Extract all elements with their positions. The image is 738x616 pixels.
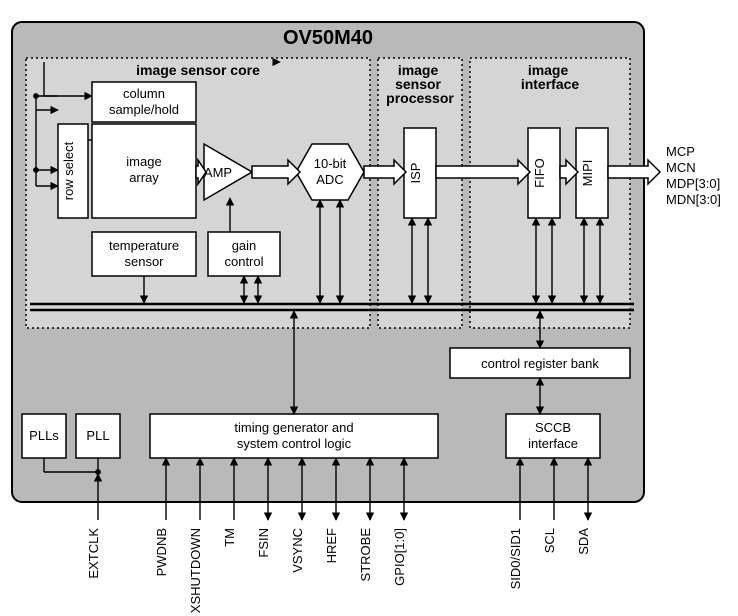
pin-gpio: GPIO[1:0] [392, 528, 407, 586]
label-adc-1: 10-bit [314, 156, 347, 171]
label-row-select: row select [61, 141, 76, 200]
label-isp: ISP [408, 163, 423, 184]
pin-xshut: XSHUTDOWN [188, 528, 203, 613]
pin-sda: SDA [576, 528, 591, 555]
chip-title: OV50M40 [283, 27, 373, 49]
label-adc-2: ADC [316, 172, 343, 187]
panel-iface-title: image interface [521, 62, 580, 92]
label-tg-2: system control logic [237, 436, 352, 451]
label-temp-2: sensor [124, 254, 164, 269]
label-gain-2: control [224, 254, 263, 269]
label-img-arr-1: image [126, 154, 161, 169]
label-crb: control register bank [481, 356, 599, 371]
panel-core-title: image sensor core [136, 62, 260, 78]
pin-pwdnb: PWDNB [154, 528, 169, 576]
label-col-sh-1: column [123, 86, 165, 101]
label-mipi: MIPI [580, 160, 595, 187]
label-gain-1: gain [232, 238, 257, 253]
label-col-sh-2: sample/hold [109, 102, 179, 117]
label-plls: PLLs [29, 428, 59, 443]
pin-sid: SID0/SID1 [508, 528, 523, 589]
output-mcp: MCP [666, 144, 695, 159]
label-img-arr-2: array [129, 170, 159, 185]
pin-fsin: FSIN [256, 528, 271, 558]
label-temp-1: temperature [109, 238, 179, 253]
pin-vsync: VSYNC [290, 528, 305, 573]
pin-extclk: EXTCLK [86, 528, 101, 579]
label-sccb-1: SCCB [535, 420, 571, 435]
pin-strobe: STROBE [358, 528, 373, 582]
label-tg-1: timing generator and [234, 420, 353, 435]
label-fifo: FIFO [532, 158, 547, 188]
pin-tm: TM [222, 528, 237, 547]
pin-href: HREF [324, 528, 339, 563]
pin-labels: EXTCLK PWDNB XSHUTDOWN TM FSIN VSYNC HRE… [86, 528, 591, 614]
pin-scl: SCL [542, 528, 557, 553]
label-pll: PLL [86, 428, 109, 443]
label-sccb-2: interface [528, 436, 578, 451]
output-mdn: MDN[3:0] [666, 192, 721, 207]
block-diagram: OV50M40 image sensor core image sensor p… [0, 0, 738, 616]
output-mcn: MCN [666, 160, 696, 175]
label-amp: AMP [204, 165, 232, 180]
output-mdp: MDP[3:0] [666, 176, 720, 191]
